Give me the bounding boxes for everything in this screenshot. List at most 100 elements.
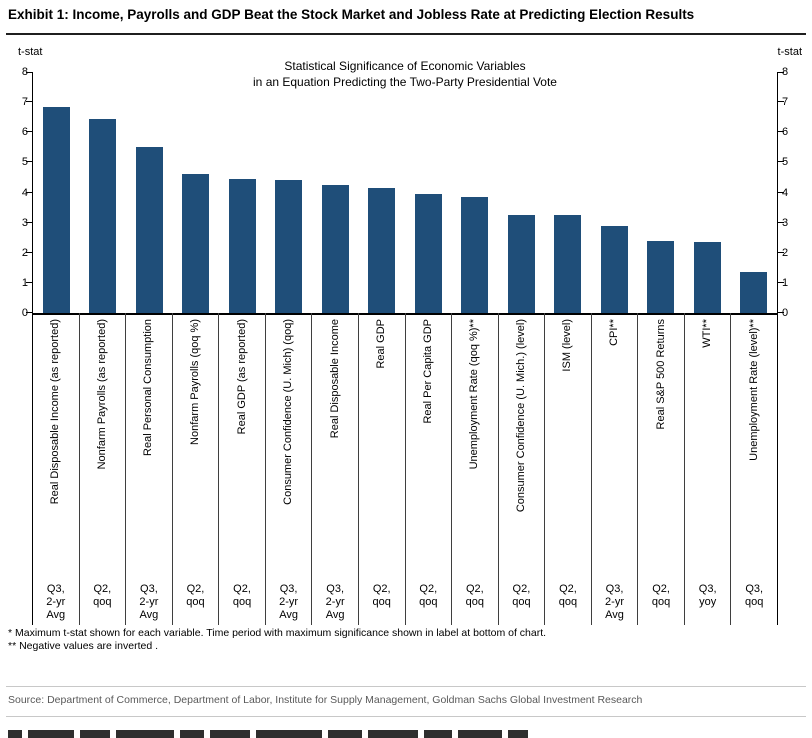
y-tick-label: 3 xyxy=(21,217,28,229)
axis-tick-mark xyxy=(26,252,32,253)
axis-tick-mark xyxy=(26,72,32,73)
bar-14 xyxy=(693,242,721,313)
label-column-11: ISM (level) Q2, qoq xyxy=(545,313,592,625)
label-column-12: CPI** Q3, 2-yr Avg xyxy=(592,313,639,625)
footnote-1: * Maximum t-stat shown for each variable… xyxy=(8,627,547,639)
bar-4 xyxy=(228,178,256,313)
axis-tick-mark xyxy=(778,282,784,283)
y-axis-ticks-right: 0 1 2 3 4 5 6 7 8 xyxy=(782,66,808,319)
source-divider-top xyxy=(6,686,806,687)
bar-label: Real Disposable Income xyxy=(328,319,341,439)
period-label: Q3, 2-yr Avg xyxy=(605,583,624,621)
bar-label-wrap: Nonfarm Payrolls (as reported) xyxy=(80,313,126,575)
axis-tick-mark xyxy=(26,312,32,313)
plot-area xyxy=(26,72,784,315)
y-axis-label-left: t-stat xyxy=(18,46,43,58)
label-column-7: Real GDP Q2, qoq xyxy=(359,313,406,625)
bar-10 xyxy=(507,215,535,313)
bar-6 xyxy=(321,185,349,313)
axis-tick-mark xyxy=(778,192,784,193)
bar-label: ISM (level) xyxy=(561,319,574,372)
period-label: Q3, 2-yr Avg xyxy=(139,583,159,621)
source-divider-bottom xyxy=(6,716,806,717)
y-tick-label: 2 xyxy=(21,247,28,259)
axis-tick-mark xyxy=(26,161,32,162)
bar-label: Real Per Capita GDP xyxy=(421,319,434,424)
bar-label: Nonfarm Payrolls (as reported) xyxy=(95,319,108,470)
label-column-2: Real Personal Consumption Q3, 2-yr Avg xyxy=(126,313,173,625)
y-tick-label: 1 xyxy=(782,277,789,289)
y-tick-label: 6 xyxy=(782,126,789,138)
y-tick-label: 0 xyxy=(782,307,789,319)
label-column-4: Real GDP (as reported) Q2, qoq xyxy=(219,313,266,625)
axis-tick-mark xyxy=(26,131,32,132)
axis-tick-mark xyxy=(778,252,784,253)
axis-tick-mark xyxy=(778,161,784,162)
y-tick-label: 8 xyxy=(782,66,789,78)
bar-0 xyxy=(42,106,70,313)
bar-label: Real GDP xyxy=(375,319,388,369)
bar-label: Consumer Confidence (U. Mich) (qoq) xyxy=(282,319,295,505)
label-column-0: Real Disposable Income (as reported) Q3, … xyxy=(33,313,80,625)
bar-label-wrap: Real GDP xyxy=(359,313,405,575)
bar-label-wrap: Real S&P 500 Returns xyxy=(638,313,684,575)
label-column-14: WTI** Q3, yoy xyxy=(685,313,732,625)
bar-3 xyxy=(182,174,210,313)
period-label: Q2, qoq xyxy=(372,583,391,608)
axis-tick-mark xyxy=(26,192,32,193)
label-column-8: Real Per Capita GDP Q2, qoq xyxy=(406,313,453,625)
label-column-9: Unemployment Rate (qoq %)** Q2, qoq xyxy=(452,313,499,625)
period-label: Q3, 2-yr Avg xyxy=(46,583,66,621)
footnotes: * Maximum t-stat shown for each variable… xyxy=(8,627,798,653)
period-label: Q2, qoq xyxy=(465,583,485,608)
period-label: Q2, qoq xyxy=(651,583,671,608)
bar-8 xyxy=(414,194,442,313)
bar-1 xyxy=(89,118,117,313)
y-tick-label: 2 xyxy=(782,247,789,259)
bar-label: CPI** xyxy=(608,319,621,346)
bar-label-wrap: Consumer Confidence (U. Mich.) (level) xyxy=(499,313,545,575)
period-label: Q3, 2-yr Avg xyxy=(325,583,345,621)
y-tick-label: 0 xyxy=(21,307,28,319)
axis-tick-mark xyxy=(778,72,784,73)
y-tick-label: 4 xyxy=(782,187,789,199)
cropped-text-line xyxy=(8,730,534,738)
y-tick-label: 7 xyxy=(782,96,789,108)
bar-label: Real S&P 500 Returns xyxy=(654,319,667,430)
period-label: Q2, qoq xyxy=(512,583,531,608)
axis-tick-mark xyxy=(26,222,32,223)
bar-label-wrap: CPI** xyxy=(592,313,638,575)
chart-title: Statistical Significance of Economic Var… xyxy=(33,58,777,90)
bar-label: Real Personal Consumption xyxy=(142,319,155,456)
footnote-2: ** Negative values are inverted . xyxy=(8,640,158,652)
y-axis-ticks-left: 0 1 2 3 4 5 6 7 8 xyxy=(2,66,28,319)
bar-label: Nonfarm Payrolls (qoq %) xyxy=(188,319,201,445)
axis-tick-mark xyxy=(778,312,784,313)
bar-15 xyxy=(740,272,768,313)
bar-label: Real GDP (as reported) xyxy=(235,319,248,435)
bar-label: Real Disposable Income (as reported) xyxy=(49,319,62,505)
bar-label-wrap: Real Disposable Income xyxy=(312,313,358,575)
title-rule xyxy=(6,33,806,35)
period-label: Q2, qoq xyxy=(558,583,578,608)
period-label: Q2, qoq xyxy=(186,583,205,608)
period-label: Q3, 2-yr Avg xyxy=(279,583,299,621)
bar-label-wrap: Real Personal Consumption xyxy=(126,313,172,575)
label-column-1: Nonfarm Payrolls (as reported) Q2, qoq xyxy=(80,313,127,625)
y-tick-label: 6 xyxy=(21,126,28,138)
bar-label-wrap: ISM (level) xyxy=(545,313,591,575)
bar-11 xyxy=(554,215,582,313)
y-tick-label: 3 xyxy=(782,217,789,229)
label-column-6: Real Disposable Income Q3, 2-yr Avg xyxy=(312,313,359,625)
y-tick-label: 1 xyxy=(21,277,28,289)
exhibit-title: Exhibit 1: Income, Payrolls and GDP Beat… xyxy=(8,7,695,22)
label-column-13: Real S&P 500 Returns Q2, qoq xyxy=(638,313,685,625)
y-tick-label: 7 xyxy=(21,96,28,108)
category-label-grid: Real Disposable Income (as reported) Q3, … xyxy=(32,313,778,625)
y-tick-label: 5 xyxy=(782,156,789,168)
axis-tick-mark xyxy=(778,222,784,223)
label-column-10: Consumer Confidence (U. Mich.) (level) Q2… xyxy=(499,313,546,625)
period-label: Q3, qoq xyxy=(745,583,764,608)
y-tick-label: 8 xyxy=(21,66,28,78)
